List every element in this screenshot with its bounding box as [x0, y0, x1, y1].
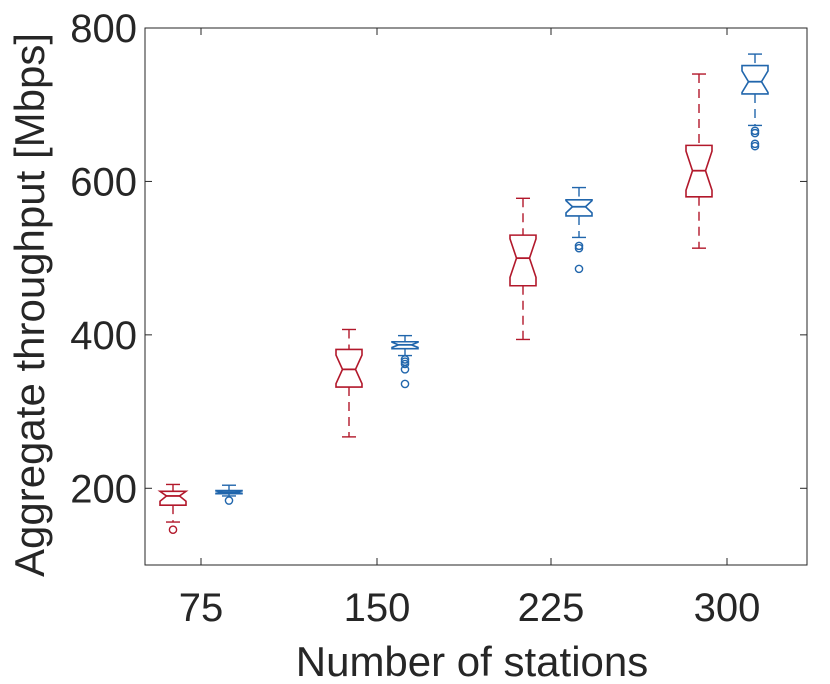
- box-body: [741, 64, 769, 95]
- axes-frame: [144, 27, 808, 566]
- box-body: [157, 490, 189, 506]
- outlier-point: [400, 379, 410, 389]
- outlier-point: [224, 496, 234, 505]
- box-red-300: [685, 73, 713, 249]
- outlier-point: [574, 243, 584, 253]
- y-tick-label: 400: [70, 314, 137, 358]
- y-tick-label: 800: [70, 7, 137, 51]
- outlier-point: [750, 141, 760, 151]
- y-axis-label: Aggregate throughput [Mbps]: [6, 33, 53, 577]
- outlier-point: [168, 525, 178, 535]
- y-tick-label: 200: [70, 467, 137, 511]
- x-tick-label: 300: [694, 586, 761, 630]
- box-blue-225: [565, 186, 593, 274]
- outlier-point: [400, 359, 410, 369]
- x-tick-label: 150: [344, 586, 411, 630]
- outlier-point: [574, 264, 584, 274]
- box-red-150: [335, 328, 363, 438]
- box-blue-150: [391, 334, 419, 389]
- box-red-75: [157, 483, 189, 535]
- y-tick-label: 600: [70, 160, 137, 204]
- x-tick-label: 225: [518, 586, 585, 630]
- box-body: [335, 348, 363, 388]
- box-body: [565, 199, 593, 217]
- box-blue-75: [215, 484, 243, 505]
- plot-area: [157, 53, 769, 535]
- box-body: [509, 234, 537, 287]
- box-blue-300: [741, 53, 769, 151]
- outlier-point: [400, 365, 410, 374]
- box-body: [391, 340, 419, 350]
- outlier-point: [750, 128, 760, 138]
- x-tick-label: 75: [179, 586, 224, 630]
- axes: 200 400 600 800 75 150 225 300: [70, 7, 808, 630]
- box-body: [685, 144, 713, 198]
- box-body: [215, 489, 243, 495]
- box-red-225: [509, 197, 537, 341]
- x-axis-label: Number of stations: [296, 638, 649, 684]
